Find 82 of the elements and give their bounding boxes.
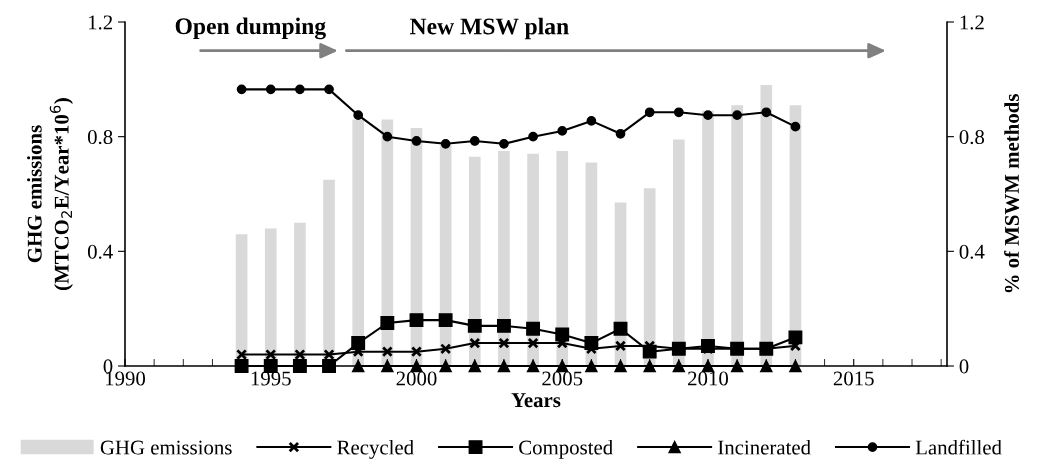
point xyxy=(236,84,247,95)
y-tick-label: 1.2 xyxy=(88,15,113,30)
point xyxy=(410,346,423,358)
point xyxy=(732,110,742,121)
y2-tick-label: 1.2 xyxy=(960,15,984,30)
point xyxy=(644,107,655,118)
bar xyxy=(760,85,773,366)
point xyxy=(497,359,511,373)
point xyxy=(468,359,482,373)
point xyxy=(381,359,394,373)
point xyxy=(322,359,336,373)
point xyxy=(761,107,772,118)
x-tick-label: 1995 xyxy=(251,371,291,386)
point xyxy=(613,321,628,336)
legend-label: GHG emissions xyxy=(100,440,232,455)
point xyxy=(411,136,422,146)
point xyxy=(234,359,249,373)
legend-label: Incinerated xyxy=(718,439,811,455)
x-tick-label: 2005 xyxy=(542,371,583,386)
point xyxy=(438,313,453,328)
point xyxy=(615,128,626,139)
point xyxy=(382,131,393,142)
y-tick-label: 0.4 xyxy=(87,244,113,259)
point xyxy=(324,84,334,95)
point xyxy=(789,359,802,373)
point xyxy=(730,359,744,373)
point xyxy=(499,138,509,149)
point xyxy=(469,136,480,146)
bar xyxy=(643,188,656,366)
point xyxy=(440,343,452,355)
x-axis-title: Years xyxy=(511,393,561,408)
bar xyxy=(352,119,365,366)
x-tick-label: 2015 xyxy=(833,371,874,386)
point xyxy=(439,359,452,373)
legend-label: Recycled xyxy=(337,439,414,459)
point xyxy=(381,346,393,358)
bar xyxy=(731,105,743,366)
legend-label: Composted xyxy=(519,439,613,459)
bar xyxy=(673,139,685,366)
point xyxy=(440,138,451,149)
y2-axis-title: % of MSWM methods xyxy=(1004,94,1020,293)
point xyxy=(409,313,424,328)
point xyxy=(585,359,598,373)
point xyxy=(672,359,686,373)
point xyxy=(295,84,305,95)
point xyxy=(380,316,395,330)
x-tick-label: 2000 xyxy=(396,371,437,386)
point xyxy=(351,336,366,351)
point xyxy=(614,359,627,373)
x-tick-label: 2010 xyxy=(688,371,729,386)
point xyxy=(467,318,482,333)
point xyxy=(527,337,539,349)
y2-tick-label: 0.8 xyxy=(959,130,985,145)
point xyxy=(496,318,511,333)
point xyxy=(351,359,365,373)
bar xyxy=(585,162,598,366)
point xyxy=(790,121,801,132)
y-tick-label: 0.8 xyxy=(87,130,113,145)
annotation: New MSW plan xyxy=(410,17,569,40)
point xyxy=(614,340,627,352)
point xyxy=(469,337,481,349)
point xyxy=(353,110,364,121)
point xyxy=(265,84,276,95)
point xyxy=(586,116,597,126)
point xyxy=(703,110,713,121)
y2-tick-label: 0 xyxy=(959,359,969,374)
point xyxy=(498,337,510,349)
point xyxy=(526,359,540,373)
point xyxy=(292,359,307,373)
point xyxy=(526,321,541,336)
legend-label: Landfilled xyxy=(915,439,1002,455)
point xyxy=(673,107,684,118)
point xyxy=(528,131,538,142)
point xyxy=(760,359,773,373)
point xyxy=(643,359,656,373)
y-axis-title: GHG emissions (MTCO$_{2}$E/Year*10$^{6}$) xyxy=(27,98,73,290)
bar xyxy=(556,151,569,366)
point xyxy=(557,126,568,136)
bar xyxy=(527,153,539,366)
y2-tick-label: 0.4 xyxy=(959,244,985,259)
annotation: Open dumping xyxy=(175,17,326,40)
bar xyxy=(702,110,714,366)
